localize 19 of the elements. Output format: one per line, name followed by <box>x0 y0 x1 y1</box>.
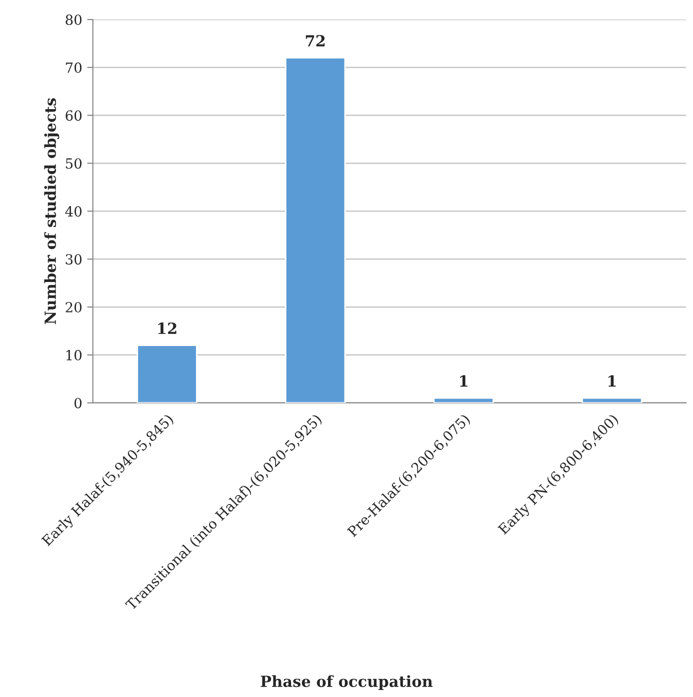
bar <box>136 344 198 403</box>
y-tick-label: 70 <box>66 62 82 73</box>
bar <box>284 57 346 403</box>
y-tick-label: 0 <box>74 398 82 408</box>
y-tick-label: 80 <box>66 14 82 25</box>
x-axis-title: Phase of occupation <box>260 675 433 690</box>
data-label: 12 <box>158 322 176 334</box>
bar <box>433 397 494 403</box>
y-tick-label: 40 <box>65 206 82 217</box>
y-tick-label: 20 <box>66 302 82 313</box>
bar <box>582 397 642 403</box>
y-tick-label: 60 <box>66 110 82 121</box>
y-axis-title: Number of studied objects <box>44 98 60 324</box>
y-tick-label: 50 <box>66 158 82 169</box>
data-label: 72 <box>306 35 325 46</box>
data-label: 1 <box>608 375 616 387</box>
data-label: 1 <box>460 375 468 387</box>
y-tick-label: 10 <box>66 350 82 360</box>
y-tick-label: 30 <box>66 254 82 265</box>
